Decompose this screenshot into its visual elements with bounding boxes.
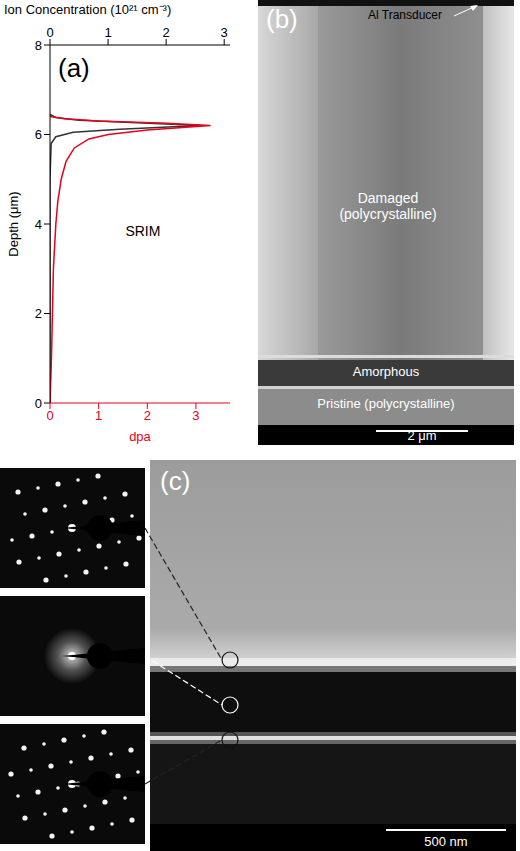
html-text:(b): (b) <box>266 4 298 34</box>
svg-text:0: 0 <box>35 396 42 411</box>
svg-text:1: 1 <box>95 408 102 423</box>
html-text:SRIM: SRIM <box>125 222 161 239</box>
svg-text:1: 1 <box>104 25 111 40</box>
svg-text:2: 2 <box>35 306 42 321</box>
svg-text:6: 6 <box>35 127 42 142</box>
svg-text:Depth (μm): Depth (μm) <box>6 191 21 256</box>
html-text:(a): (a) <box>58 53 90 83</box>
html-text:Ion Concentration (10²¹ cm⁻³): Ion Concentration (10²¹ cm⁻³) <box>4 2 172 17</box>
svg-text:8: 8 <box>35 38 42 53</box>
svg-text:3: 3 <box>221 25 228 40</box>
svg-text:2: 2 <box>144 408 151 423</box>
svg-text:dpa: dpa <box>129 429 151 444</box>
svg-text:2: 2 <box>163 25 170 40</box>
html-text:Damaged (polycrystalline): Damaged (polycrystalline) <box>339 190 437 222</box>
svg-text:500 nm: 500 nm <box>424 834 467 849</box>
html-text:Al Transducer: Al Transducer <box>368 8 442 22</box>
html-text:2 μm: 2 μm <box>407 428 437 443</box>
svg-text:(c): (c) <box>160 466 190 496</box>
html-text:Amorphous: Amorphous <box>352 364 420 379</box>
svg-text:0: 0 <box>46 25 53 40</box>
svg-text:3: 3 <box>192 408 199 423</box>
html-text:Pristine (polycrystalline): Pristine (polycrystalline) <box>317 396 455 411</box>
svg-text:0: 0 <box>46 408 53 423</box>
svg-text:4: 4 <box>35 217 42 232</box>
